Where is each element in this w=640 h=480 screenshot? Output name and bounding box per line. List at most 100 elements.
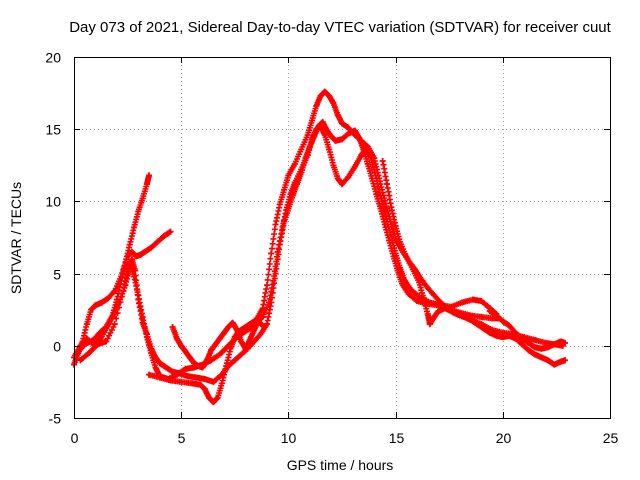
data-point [426,299,433,306]
data-point [276,201,283,208]
data-point [416,279,423,286]
data-point [193,374,200,381]
data-point [131,224,137,231]
y-axis-ticks: -5 0 5 10 15 20 [45,50,610,427]
data-point [364,160,371,167]
data-point [557,358,564,365]
data-point [321,88,328,95]
data-point [399,280,405,287]
y-tick-label: 5 [53,267,61,283]
data-point [351,163,358,170]
data-point [131,273,137,280]
data-point [169,324,176,330]
data-point [135,292,142,299]
data-point [319,119,326,125]
data-point [221,329,228,336]
plus-marker-cloud [379,158,568,368]
data-point [173,335,180,342]
data-point [351,132,358,138]
data-point [246,337,253,343]
data-point [86,350,92,356]
data-point [512,335,519,342]
data-point [384,181,390,188]
y-tick-label: 20 [45,50,61,66]
data-point [339,181,345,188]
data-point [469,296,476,303]
data-point [416,293,423,300]
data-point [409,266,416,273]
data-point [186,354,193,361]
data-point [146,172,152,179]
data-point [206,394,213,401]
data-point [201,386,208,393]
data-point [259,313,266,320]
data-point [161,233,167,240]
data-point [467,316,474,323]
data-point [345,173,352,180]
data-point [229,319,236,326]
data-point [143,181,150,188]
data-point [238,351,245,358]
data-point [178,378,185,385]
data-point [345,124,352,131]
data-point [317,93,324,99]
data-point [109,313,116,320]
y-tick-label: 0 [53,339,61,355]
data-point [182,365,189,372]
data-point [405,290,412,297]
data-point [291,160,298,167]
data-point [216,335,223,342]
data-point [512,329,519,336]
data-point [486,308,493,315]
data-point [304,132,311,138]
data-point [120,287,127,294]
data-point [291,179,298,186]
x-axis-ticks: 0 5 10 15 20 25 [71,57,619,446]
data-point [506,332,513,339]
data-point [435,308,442,315]
data-point [309,117,315,124]
data-point [173,371,180,378]
data-point [345,130,352,137]
data-point [478,298,485,304]
data-point [321,132,328,138]
data-point [94,341,101,348]
data-point [407,286,414,293]
data-point [431,313,438,320]
x-tick-label: 10 [281,430,297,446]
x-tick-label: 25 [603,430,619,446]
data-point [532,337,538,343]
data-point [562,357,568,364]
data-point [128,248,135,255]
data-point [195,363,202,369]
data-point [242,345,249,352]
data-point [339,120,345,127]
data-point [216,351,223,358]
y-tick-label: -5 [49,411,62,427]
data-point [137,251,144,258]
data-point [264,282,270,289]
data-point [544,344,551,351]
data-point [426,321,433,328]
data-point [298,166,305,173]
data-point [231,357,238,364]
data-point [431,292,438,299]
x-tick-label: 5 [178,430,186,446]
data-point [326,146,333,153]
data-point [283,207,290,214]
data-point [474,321,481,328]
data-point [532,351,538,358]
data-point [358,152,365,159]
plot-frame [74,57,611,419]
data-point [478,313,485,320]
data-point [152,364,159,371]
data-point [330,162,337,169]
data-point [210,378,217,385]
data-point [139,195,146,202]
data-point [437,299,444,306]
data-point [392,250,399,257]
data-point [103,325,110,332]
data-point [339,136,345,143]
data-point [246,321,253,328]
